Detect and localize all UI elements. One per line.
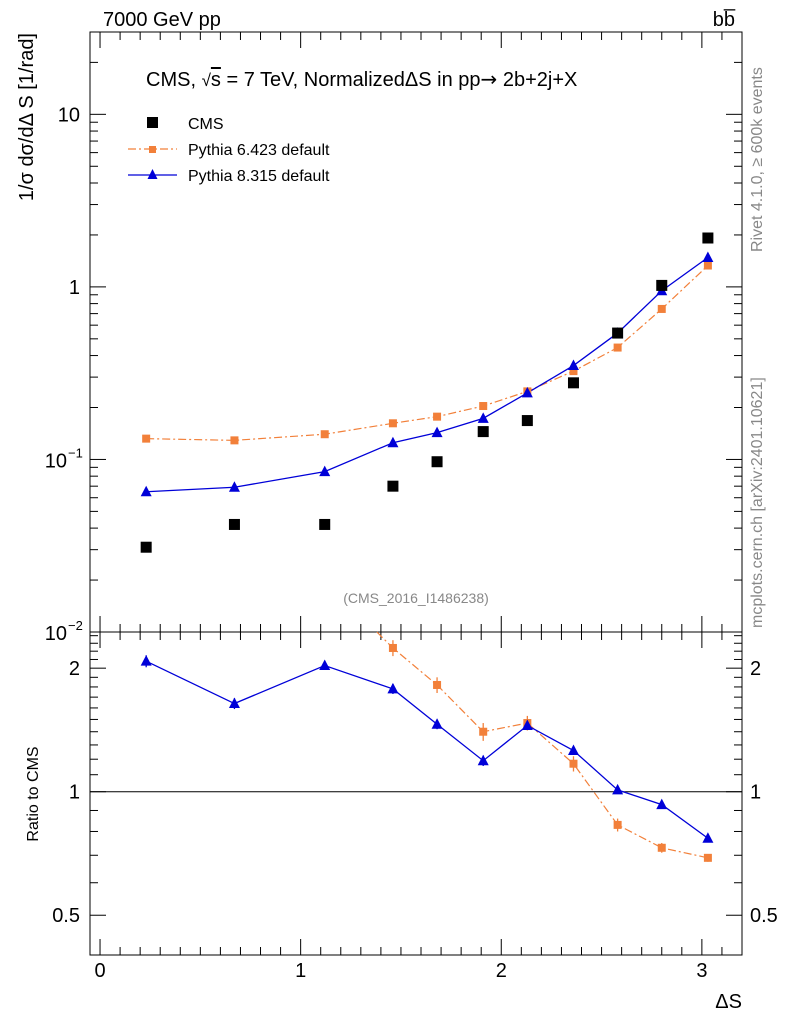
ratio-pythia8-point xyxy=(702,832,714,843)
x-tick-label: 0 xyxy=(94,960,105,982)
pythia6-point xyxy=(433,412,442,421)
cms-point xyxy=(477,426,489,438)
pythia8-point xyxy=(228,481,240,492)
main-y-axis-label: 1/σ dσ/dΔ S [1/rad] xyxy=(16,33,38,201)
x-tick-label: 2 xyxy=(496,960,507,982)
ratio-pythia8-point xyxy=(612,783,624,795)
ratio-pythia8-point xyxy=(140,655,152,666)
cms-point xyxy=(140,541,152,553)
legend: CMS Pythia 6.423 default Pythia 8.315 de… xyxy=(128,116,330,185)
ratio-y-tick-label: 1 xyxy=(69,782,80,804)
header-process-label: bb̅ xyxy=(713,8,736,31)
pythia6-point xyxy=(657,304,666,313)
pythia6-point xyxy=(142,434,151,443)
main-series-layer xyxy=(140,232,714,553)
cms-point xyxy=(431,456,443,468)
ratio-pythia8-point xyxy=(567,744,579,756)
header-energy-label: 7000 GeV pp xyxy=(103,9,221,31)
cms-point xyxy=(656,279,668,291)
cms-point xyxy=(567,377,579,389)
title-part-b: = 7 TeV, NormalizedΔS in pp xyxy=(221,69,481,91)
ratio-pythia6-line xyxy=(376,631,709,859)
cms-point xyxy=(319,518,331,530)
title-s: s xyxy=(211,69,221,91)
main-y-tick-exponent: −1 xyxy=(68,445,83,460)
ratio-y-tick-label-right: 2 xyxy=(750,658,761,680)
cms-point xyxy=(228,518,240,530)
pythia8-point xyxy=(140,485,152,497)
chart-title: CMS, √s = 7 TeV, NormalizedΔS in pp→ 2b+… xyxy=(146,67,577,91)
title-part-a: CMS, xyxy=(146,69,202,91)
title-part-c: 2b+2j+X xyxy=(497,69,577,91)
main-y-tick-label: 10 xyxy=(45,623,67,645)
ratio-pythia6-point xyxy=(703,853,712,862)
ratio-plot-frame xyxy=(89,631,743,956)
cms-point xyxy=(702,232,714,244)
ratio-y-tick-label-right: 0.5 xyxy=(750,905,778,927)
ratio-pythia8-line xyxy=(145,660,709,839)
title-sqrt: √ xyxy=(202,71,212,90)
pythia8-point xyxy=(319,465,331,477)
pythia6-point xyxy=(230,436,239,445)
legend-cms-label: CMS xyxy=(188,116,224,133)
pythia6-point xyxy=(613,343,622,352)
analysis-watermark: (CMS_2016_I1486238) xyxy=(343,590,489,606)
ratio-pythia6-point xyxy=(433,680,442,689)
ratio-series-layer xyxy=(140,631,714,862)
ratio-pythia6-point xyxy=(388,643,397,652)
cms-point xyxy=(387,480,399,492)
x-tick-label: 3 xyxy=(696,960,707,982)
pythia8-point xyxy=(431,426,443,438)
pythia6-point xyxy=(703,261,712,270)
legend-pythia6-marker xyxy=(149,146,156,153)
ratio-y-tick-label-right: 1 xyxy=(750,782,761,804)
main-y-tick-exponent: −2 xyxy=(68,618,83,633)
legend-pythia8-marker xyxy=(147,169,158,179)
pythia6-line xyxy=(146,265,709,441)
x-tick-label: 1 xyxy=(295,960,306,982)
main-y-tick-label: 10 xyxy=(45,450,67,472)
pythia8-point xyxy=(521,386,533,398)
ratio-pythia8-point xyxy=(387,682,399,694)
ratio-pythia6-point xyxy=(479,727,488,736)
ratio-pythia8-point xyxy=(319,659,331,671)
pythia8-line xyxy=(146,256,709,493)
mcplots-label: mcplots.cern.ch [arXiv:2401.10621] xyxy=(749,377,766,628)
pythia8-point xyxy=(702,251,714,263)
pythia8-point xyxy=(477,412,489,423)
title-arrow: → xyxy=(481,67,498,91)
rivet-label: Rivet 4.1.0, ≥ 600k events xyxy=(749,67,766,252)
ratio-pythia6-point xyxy=(657,843,666,852)
ratio-pythia8-point xyxy=(656,798,668,810)
pythia6-point xyxy=(320,430,329,439)
legend-cms-marker xyxy=(147,117,158,128)
legend-pythia6-label: Pythia 6.423 default xyxy=(188,142,330,159)
pythia8-point xyxy=(387,436,399,448)
ratio-pythia6-point xyxy=(613,820,622,829)
pythia6-point xyxy=(479,402,488,411)
cms-point xyxy=(612,327,624,339)
ratio-y-tick-label: 0.5 xyxy=(52,905,80,927)
cms-point xyxy=(521,415,533,427)
main-y-tick-label: 10 xyxy=(58,104,80,126)
x-axis-label: ΔS xyxy=(715,991,742,1013)
legend-pythia8-label: Pythia 8.315 default xyxy=(188,168,330,185)
ratio-y-tick-label: 2 xyxy=(69,658,80,680)
ratio-pythia6-point xyxy=(569,759,578,768)
pythia6-point xyxy=(388,419,397,428)
ratio-pythia8-point xyxy=(521,719,533,730)
ratio-pythia8-point xyxy=(228,697,240,709)
ratio-pythia8-point xyxy=(477,754,489,766)
pythia8-point xyxy=(567,359,579,371)
main-y-tick-label: 1 xyxy=(69,277,80,299)
ratio-y-axis-label: Ratio to CMS xyxy=(25,746,42,841)
ratio-pythia8-point xyxy=(431,718,443,729)
pythia6-point xyxy=(569,367,578,376)
